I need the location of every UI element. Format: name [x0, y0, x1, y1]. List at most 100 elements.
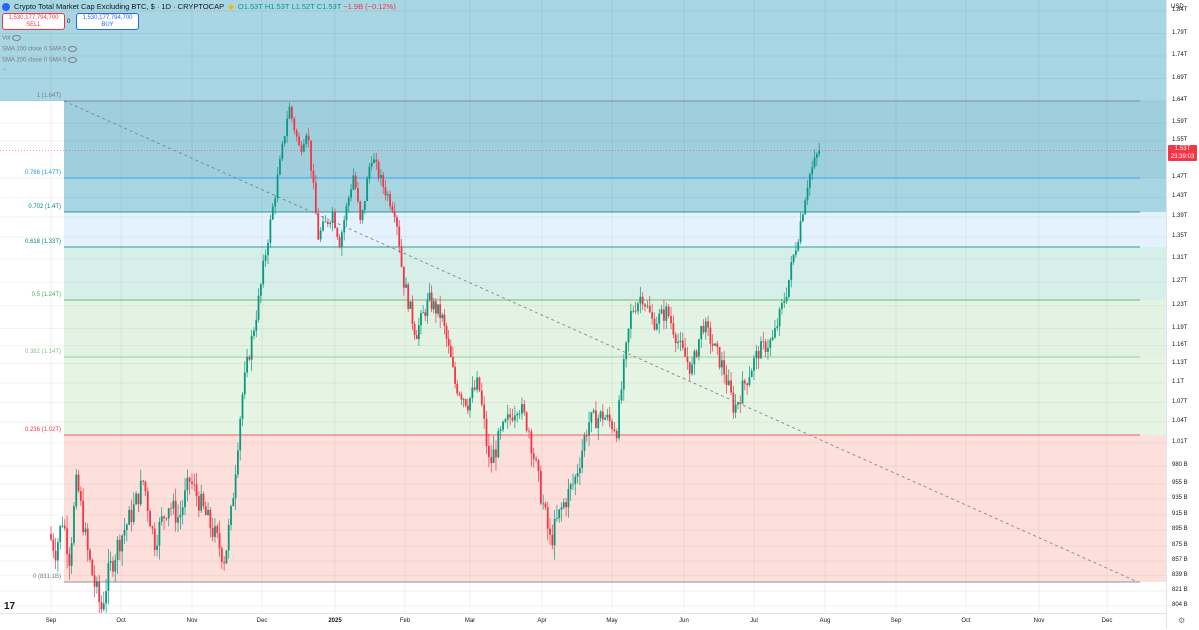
sell-button[interactable]: 1,530,177,794,700 SELL — [2, 13, 65, 30]
candle-body — [295, 130, 298, 137]
candle-body — [567, 489, 570, 508]
candle-body — [469, 398, 471, 411]
time-tick: Mar — [464, 618, 476, 624]
candle-body — [334, 211, 336, 228]
indicator-sma-100[interactable]: SMA 100 close 0 SMA 5 — [2, 46, 78, 53]
candle-body — [54, 550, 57, 561]
candle-body — [743, 380, 746, 384]
candle-body — [243, 372, 246, 395]
candle-body — [693, 351, 696, 365]
candle-body — [518, 413, 521, 415]
indicator-vol[interactable]: Vol — [2, 35, 22, 42]
candle-body — [576, 473, 579, 477]
candle-body — [748, 377, 751, 386]
candle-body — [646, 305, 649, 307]
candle-body — [492, 449, 495, 464]
candle-body — [370, 162, 373, 167]
price-tick: 875 B — [1172, 542, 1188, 548]
candle-body — [314, 182, 317, 214]
candle-body — [466, 405, 469, 411]
candle-body — [279, 159, 281, 175]
candle-body — [629, 310, 632, 329]
candle-body — [139, 480, 142, 505]
candle-body — [409, 301, 412, 309]
eye-icon[interactable] — [68, 57, 78, 63]
candle-body — [209, 509, 212, 529]
candle-body — [478, 377, 481, 391]
candle-body — [737, 402, 739, 405]
fib-zone — [64, 101, 1166, 178]
price-chart[interactable] — [0, 0, 1166, 618]
ohlc-change: −1.9B (−0.12%) — [343, 2, 396, 11]
candle-body — [237, 450, 239, 475]
market-status-icon: ◆ — [228, 2, 234, 11]
candle-body — [149, 511, 151, 527]
candle-body — [473, 387, 476, 390]
buy-price: 1,530,177,794,700 — [82, 15, 133, 21]
candle-body — [539, 471, 542, 504]
time-tick: Feb — [399, 618, 411, 624]
candle-body — [700, 325, 703, 340]
candle-body — [698, 339, 700, 357]
fib-zone — [64, 300, 1166, 357]
candle-body — [620, 389, 623, 401]
collapse-indicators-icon[interactable]: ⌃ — [2, 69, 8, 75]
price-tick: 915 B — [1172, 511, 1188, 517]
eye-icon[interactable] — [68, 46, 78, 52]
candle-body — [684, 347, 687, 357]
candle-body — [532, 453, 535, 459]
candle-body — [606, 414, 609, 418]
candle-body — [293, 118, 296, 131]
eye-icon[interactable] — [12, 35, 22, 41]
buy-button[interactable]: 1,530,177,794,700 BUY — [76, 13, 139, 30]
candle-body — [565, 502, 567, 508]
tradingview-logo-icon[interactable]: 17 — [4, 601, 16, 612]
chart-area[interactable] — [0, 0, 1166, 618]
candle-body — [679, 340, 682, 342]
candle-body — [274, 198, 277, 207]
candle-body — [102, 603, 105, 610]
candle-body — [211, 528, 214, 537]
current-price: 1.53T — [1174, 146, 1191, 152]
candle-body — [84, 528, 87, 533]
candle-body — [191, 481, 193, 484]
price-tick: 804 B — [1172, 602, 1188, 608]
price-tick: 1.19T — [1172, 324, 1188, 331]
candle-body — [393, 211, 396, 218]
time-axis[interactable]: Sep Oct Nov Dec 2025 Feb Mar Apr May Jun Jul Aug Sep… — [0, 613, 1166, 630]
candle-body — [216, 526, 219, 534]
candle-body — [179, 514, 182, 518]
candle-body — [667, 306, 670, 317]
candle-body — [79, 490, 82, 501]
candle-body — [497, 431, 500, 458]
candle-body — [695, 351, 698, 357]
candle-body — [232, 498, 235, 507]
symbol-title[interactable]: Crypto Total Market Cap Excluding BTC, $… — [14, 2, 225, 11]
candle-body — [530, 431, 533, 454]
candle-body — [93, 575, 96, 587]
candle-body — [204, 506, 207, 516]
settings-gear-icon[interactable]: ⚙ — [1178, 616, 1186, 625]
candle-body — [326, 221, 329, 225]
candle-body — [490, 457, 493, 464]
candle-body — [634, 310, 637, 312]
candle-body — [357, 188, 359, 202]
fib-label: 0.702 (1.4T) — [28, 204, 61, 210]
buy-label: BUY — [101, 22, 114, 28]
price-axis[interactable]: USD 1.84T 1.79T 1.74T 1.69T 1.64T 1.59T 1.55T 1… — [1166, 0, 1199, 629]
candle-body — [225, 550, 228, 564]
candle-body — [324, 221, 327, 223]
indicator-sma-200[interactable]: SMA 200 close 0 SMA 5 — [2, 57, 78, 64]
candle-body — [755, 350, 758, 358]
price-tick: 1.1T — [1172, 379, 1185, 385]
candle-body — [741, 380, 744, 404]
candle-body — [799, 221, 802, 242]
candle-body — [413, 323, 416, 336]
candle-body — [435, 301, 437, 314]
candle-body — [109, 561, 112, 563]
current-price-tag: 1.53T 23:39:03 — [1168, 145, 1197, 161]
candle-body — [723, 360, 726, 375]
fib-zone — [64, 435, 1166, 582]
fib-zone — [64, 247, 1166, 300]
candle-body — [89, 550, 91, 560]
